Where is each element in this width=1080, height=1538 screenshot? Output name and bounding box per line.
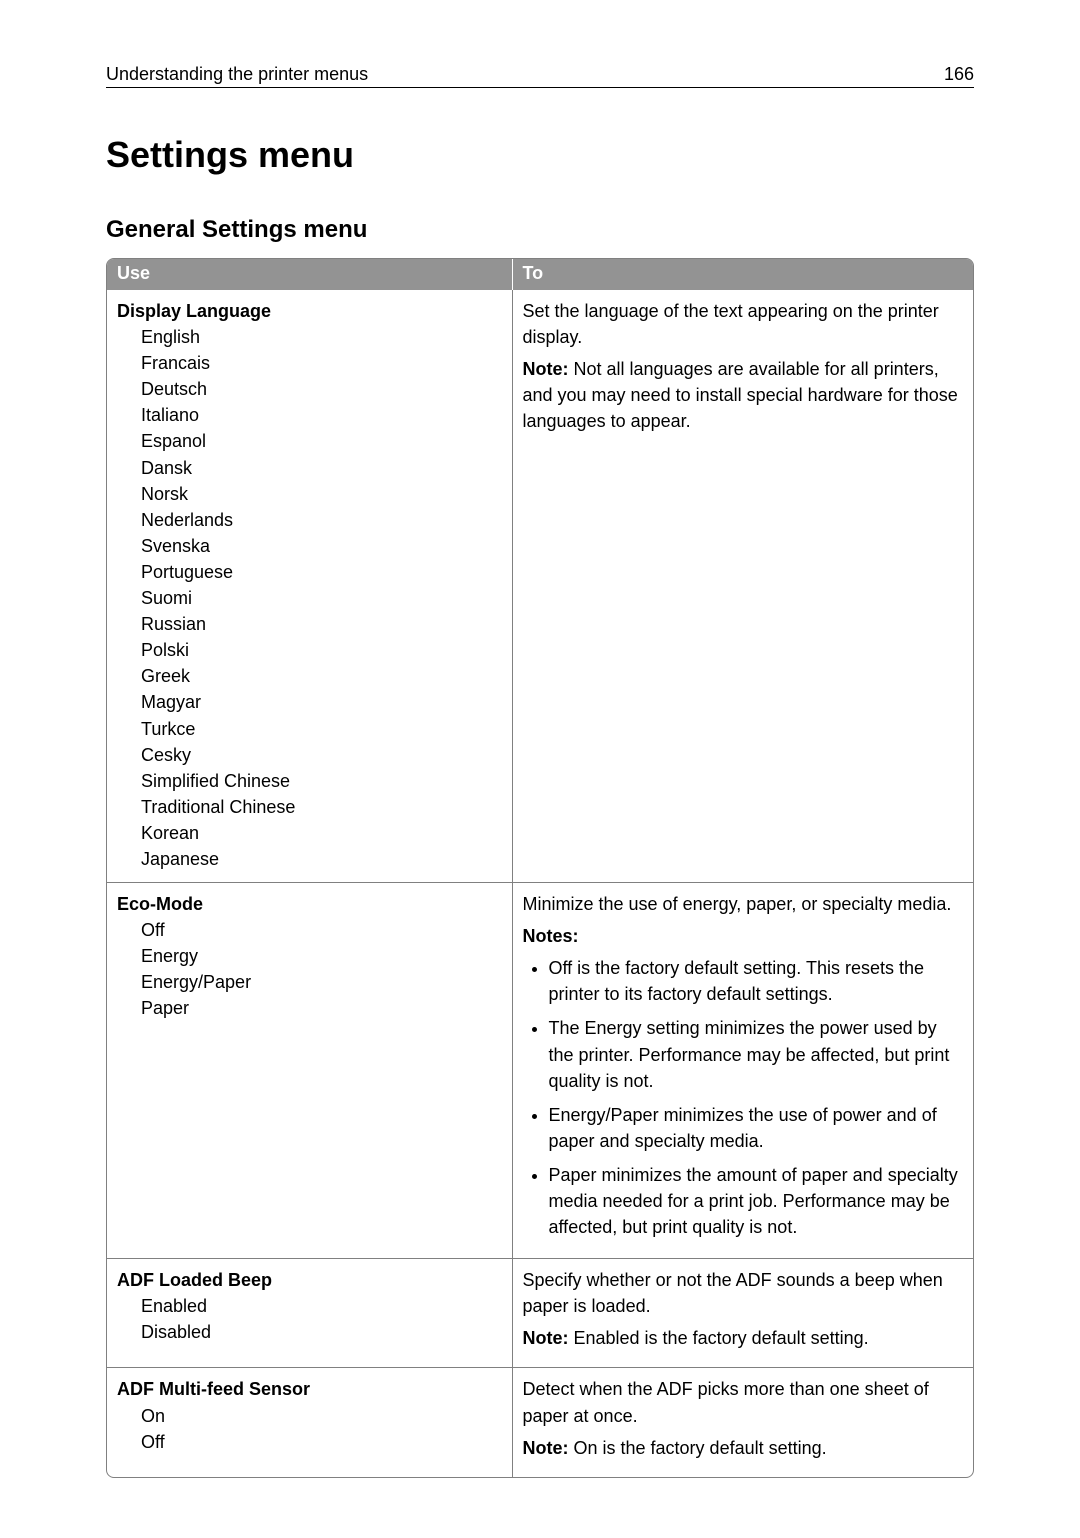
description-text: Set the language of the text appearing o… [523, 298, 964, 350]
setting-options: EnabledDisabled [117, 1293, 502, 1345]
table-row: Eco-ModeOffEnergyEnergy/PaperPaper Minimi… [107, 883, 973, 1259]
note-label: Note: [523, 359, 569, 379]
note-text: Note: On is the factory default setting. [523, 1435, 964, 1461]
notes-list-item: Off is the factory default setting. This… [549, 955, 964, 1007]
setting-option: Cesky [141, 742, 502, 768]
setting-option: Traditional Chinese [141, 794, 502, 820]
document-page: Understanding the printer menus 166 Sett… [0, 0, 1080, 1538]
note-label: Note: [523, 1438, 569, 1458]
description-text: Minimize the use of energy, paper, or sp… [523, 891, 964, 917]
description-text: Specify whether or not the ADF sounds a … [523, 1267, 964, 1319]
setting-option: Korean [141, 820, 502, 846]
notes-heading: Notes: [523, 923, 964, 949]
cell-use: Display LanguageEnglishFrancaisDeutschIt… [107, 290, 512, 883]
note-label: Note: [523, 1328, 569, 1348]
notes-list-item: Paper minimizes the amount of paper and … [549, 1162, 964, 1240]
table-header-row: Use To [107, 259, 973, 290]
note-body: On is the factory default setting. [569, 1438, 827, 1458]
setting-option: Nederlands [141, 507, 502, 533]
setting-option: Greek [141, 663, 502, 689]
running-header: Understanding the printer menus 166 [106, 64, 974, 88]
description-text: Detect when the ADF picks more than one … [523, 1376, 964, 1428]
note-text: Note: Enabled is the factory default set… [523, 1325, 964, 1351]
setting-option: Simplified Chinese [141, 768, 502, 794]
settings-table: Use To Display LanguageEnglishFrancaisDe… [107, 259, 973, 1477]
setting-option: English [141, 324, 502, 350]
setting-option: Italiano [141, 402, 502, 428]
cell-use: Eco-ModeOffEnergyEnergy/PaperPaper [107, 883, 512, 1259]
notes-list-item: The Energy setting minimizes the power u… [549, 1015, 964, 1093]
setting-option: Espanol [141, 428, 502, 454]
cell-to: Minimize the use of energy, paper, or sp… [512, 883, 973, 1259]
setting-name: ADF Loaded Beep [117, 1267, 502, 1293]
table-row: Display LanguageEnglishFrancaisDeutschIt… [107, 290, 973, 883]
col-header-to: To [512, 259, 973, 290]
setting-option: Francais [141, 350, 502, 376]
page-number: 166 [944, 64, 974, 85]
cell-to: Detect when the ADF picks more than one … [512, 1368, 973, 1477]
setting-option: Polski [141, 637, 502, 663]
setting-name: Eco-Mode [117, 891, 502, 917]
setting-name: ADF Multi-feed Sensor [117, 1376, 502, 1402]
setting-option: Japanese [141, 846, 502, 872]
setting-option: Russian [141, 611, 502, 637]
settings-table-wrap: Use To Display LanguageEnglishFrancaisDe… [106, 258, 974, 1478]
setting-option: Off [141, 917, 502, 943]
setting-options: OffEnergyEnergy/PaperPaper [117, 917, 502, 1021]
setting-option: Energy [141, 943, 502, 969]
note-body: Not all languages are available for all … [523, 359, 958, 431]
cell-to: Specify whether or not the ADF sounds a … [512, 1259, 973, 1368]
note-body: Enabled is the factory default setting. [569, 1328, 869, 1348]
setting-option: Paper [141, 995, 502, 1021]
table-row: ADF Loaded BeepEnabledDisabledSpecify wh… [107, 1259, 973, 1368]
cell-use: ADF Multi-feed SensorOnOff [107, 1368, 512, 1477]
page-subtitle: General Settings menu [106, 216, 974, 244]
notes-list: Off is the factory default setting. This… [523, 955, 964, 1240]
setting-option: Energy/Paper [141, 969, 502, 995]
table-row: ADF Multi-feed SensorOnOffDetect when th… [107, 1368, 973, 1477]
note-text: Note: Not all languages are available fo… [523, 356, 964, 434]
setting-option: Dansk [141, 455, 502, 481]
setting-option: Suomi [141, 585, 502, 611]
setting-option: Disabled [141, 1319, 502, 1345]
page-title: Settings menu [106, 134, 974, 176]
setting-option: Deutsch [141, 376, 502, 402]
col-header-use: Use [107, 259, 512, 290]
setting-option: Turkce [141, 716, 502, 742]
section-title: Understanding the printer menus [106, 64, 368, 85]
setting-option: Enabled [141, 1293, 502, 1319]
setting-option: Portuguese [141, 559, 502, 585]
setting-options: OnOff [117, 1403, 502, 1455]
cell-to: Set the language of the text appearing o… [512, 290, 973, 883]
setting-option: On [141, 1403, 502, 1429]
setting-name: Display Language [117, 298, 502, 324]
setting-option: Off [141, 1429, 502, 1455]
setting-options: EnglishFrancaisDeutschItalianoEspanolDan… [117, 324, 502, 872]
setting-option: Norsk [141, 481, 502, 507]
notes-list-item: Energy/Paper minimizes the use of power … [549, 1102, 964, 1154]
setting-option: Svenska [141, 533, 502, 559]
setting-option: Magyar [141, 689, 502, 715]
cell-use: ADF Loaded BeepEnabledDisabled [107, 1259, 512, 1368]
